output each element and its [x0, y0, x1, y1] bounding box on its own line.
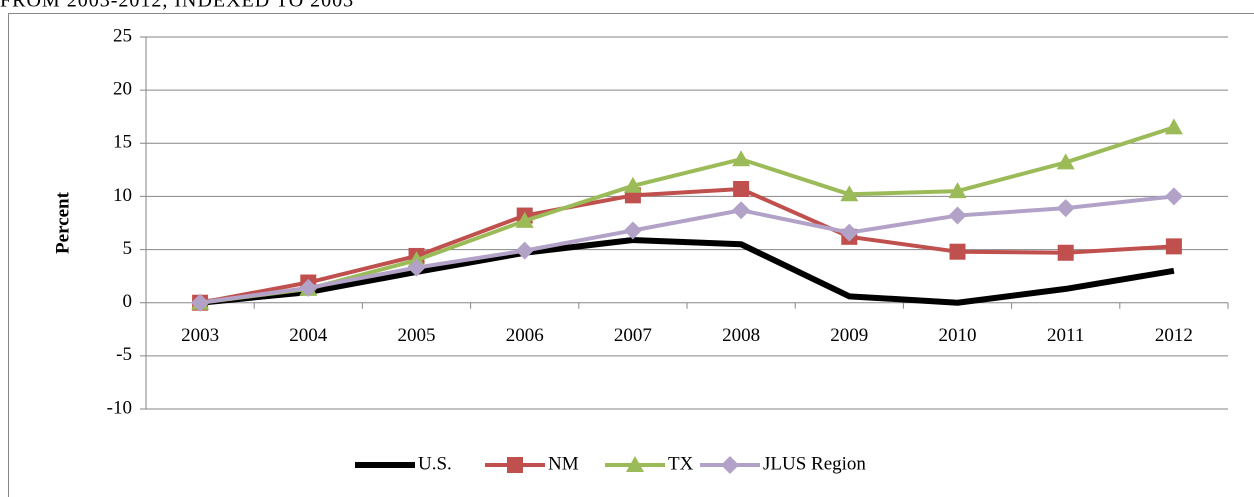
data-point [623, 221, 642, 240]
data-point [733, 180, 750, 197]
y-tick-label: 10 [113, 185, 132, 206]
x-tick-label: 2006 [506, 325, 544, 346]
y-tick-label: 20 [113, 79, 132, 100]
y-tick-label: 15 [113, 132, 132, 153]
data-point [1056, 199, 1075, 218]
x-tick-label: 2007 [614, 325, 652, 346]
x-tick-label: 2003 [181, 325, 219, 346]
legend-marker [626, 456, 644, 472]
y-tick-label: -5 [116, 344, 132, 365]
x-tick-label: 2010 [939, 325, 977, 346]
data-point [1165, 238, 1182, 255]
y-axis-label: Percent [52, 191, 73, 254]
x-tick-label: 2008 [722, 325, 760, 346]
data-point [1056, 153, 1075, 170]
x-tick-label: 2005 [398, 325, 436, 346]
y-tick-label: 0 [123, 291, 133, 312]
data-point [840, 185, 859, 202]
y-tick-label: 25 [113, 25, 132, 46]
series-line [199, 186, 1175, 305]
data-point [948, 206, 967, 225]
data-point [948, 182, 967, 199]
y-tick-label: -10 [107, 397, 132, 418]
series-line [199, 237, 1175, 306]
legend-label: TX [668, 453, 694, 474]
x-tick-label: 2004 [289, 325, 328, 346]
chart-frame [8, 13, 1254, 497]
legend-marker [721, 456, 739, 474]
x-tick-label: 2012 [1155, 325, 1193, 346]
data-point [1164, 118, 1183, 135]
x-tick-label: 2011 [1047, 325, 1084, 346]
data-point [840, 223, 859, 242]
x-tick-label: 2009 [830, 325, 868, 346]
chart-title: FROM 2003-2012, INDEXED TO 2003 [0, 0, 354, 12]
data-point [515, 211, 534, 228]
y-tick-label: 5 [123, 238, 133, 259]
data-point [623, 176, 642, 193]
data-point [732, 201, 751, 220]
data-point [191, 293, 210, 312]
legend-label: JLUS Region [763, 453, 866, 474]
series-line [199, 125, 1175, 305]
data-point [1164, 187, 1183, 206]
data-point [515, 241, 534, 260]
data-point [1057, 244, 1074, 261]
data-point [732, 150, 751, 167]
data-point [299, 278, 318, 297]
series-line [199, 194, 1175, 305]
legend-label: U.S. [418, 453, 452, 474]
data-point [949, 243, 966, 260]
legend-marker [507, 457, 523, 473]
legend-label: NM [548, 453, 579, 474]
data-point [407, 258, 426, 277]
